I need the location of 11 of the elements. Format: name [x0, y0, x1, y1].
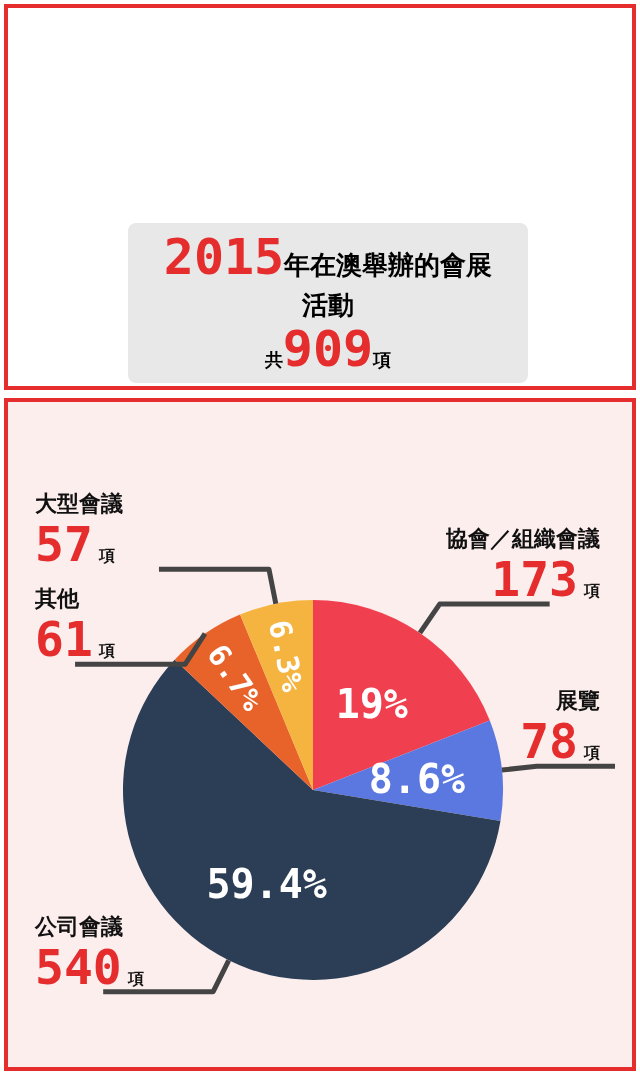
text: 8.6%	[368, 756, 466, 802]
slice-label: 其他	[34, 586, 80, 612]
slice-label: 大型會議	[35, 491, 123, 517]
slice-label: 展覽	[555, 688, 600, 714]
slice-label: 公司會議	[34, 913, 123, 939]
chart-subtitle: 共909項	[264, 320, 392, 378]
chart-title: 2015年在澳舉辦的會展活動	[163, 228, 493, 320]
text: 19%	[335, 680, 408, 727]
text: 59.4%	[206, 860, 327, 907]
slice-label: 協會／組織會議	[445, 526, 600, 552]
text: 6.3%	[261, 616, 311, 695]
